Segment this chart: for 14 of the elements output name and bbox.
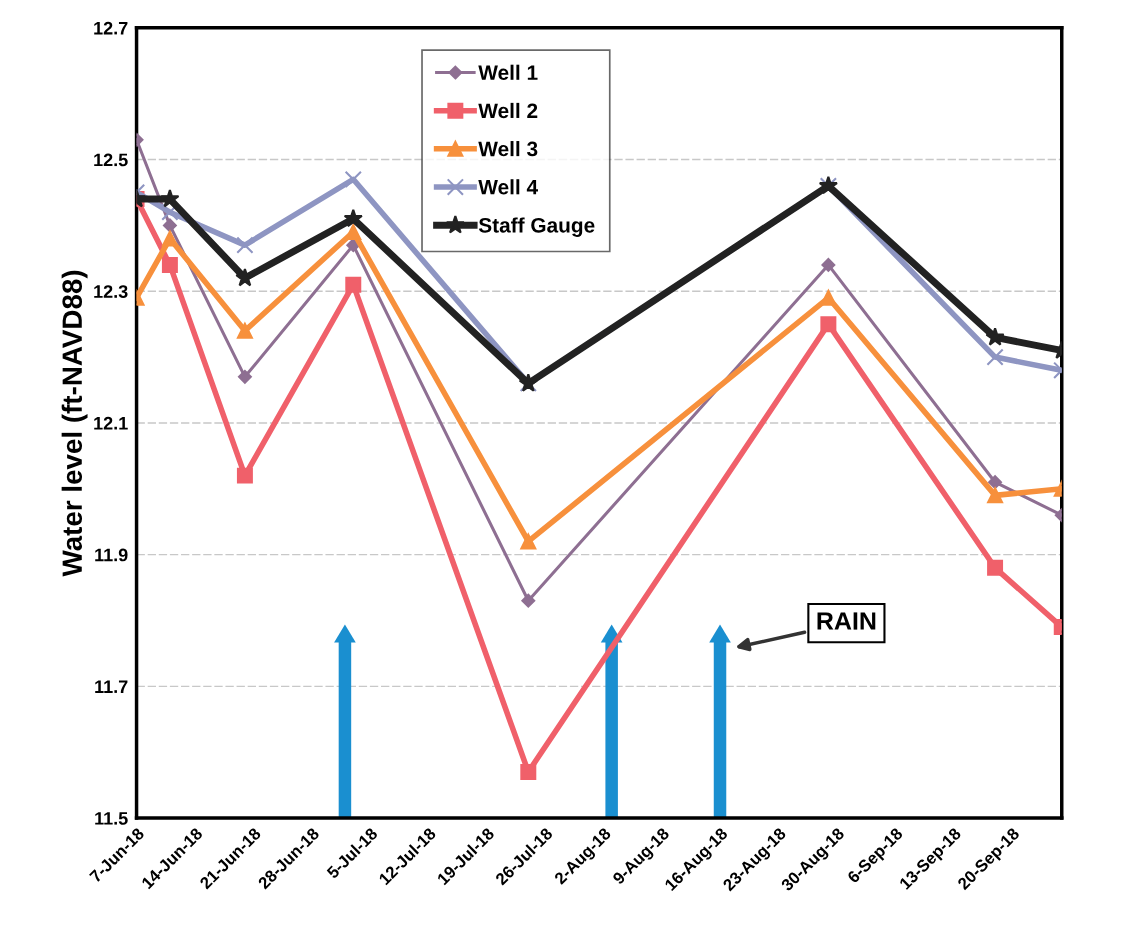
legend-label: Well 3 [478, 141, 538, 157]
y-axis-title: Water level (ft-NAVD88) [61, 270, 88, 577]
y-tick-label: 12.5 [94, 153, 128, 167]
y-tick-label: 12.1 [94, 416, 128, 430]
legend-label: Staff Gauge [478, 217, 595, 237]
y-tick-label: 11.5 [95, 812, 128, 825]
legend-label: Well 1 [478, 64, 538, 80]
y-tick-label: 11.9 [95, 548, 128, 562]
annotation: RAIN [817, 612, 876, 630]
y-tick-label: 11.7 [95, 680, 128, 693]
legend-label: Well 2 [478, 102, 538, 119]
legend-label: Well 4 [478, 179, 538, 195]
y-tick-label: 12.7 [94, 21, 128, 35]
y-tick-label: 12.3 [94, 285, 128, 298]
